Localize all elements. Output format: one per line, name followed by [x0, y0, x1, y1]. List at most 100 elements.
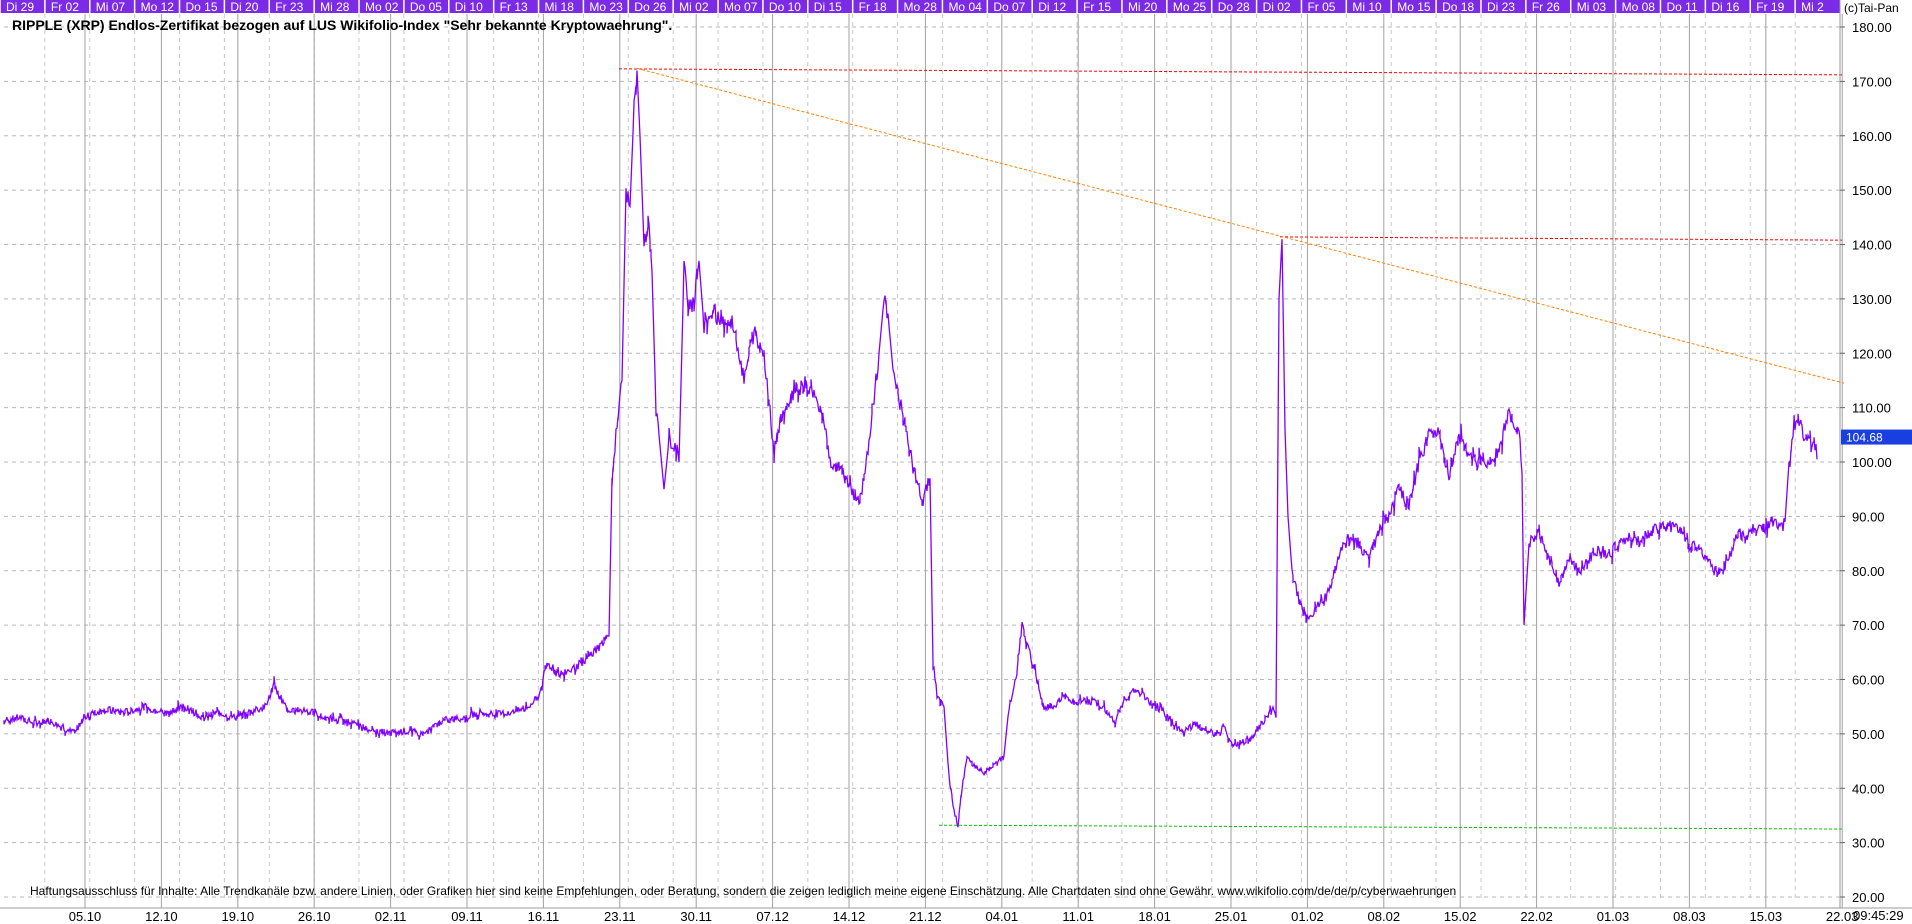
- trend-line: [636, 67, 1845, 384]
- top-day-label: Mi 28: [320, 0, 350, 14]
- top-day-label: Do 10: [769, 0, 801, 14]
- y-tick-label: 170.00: [1852, 74, 1892, 89]
- top-day-label: Do 15: [186, 0, 218, 14]
- top-day-label: Di 10: [455, 0, 483, 14]
- trend-line: [1279, 236, 1843, 241]
- y-tick-label: 110.00: [1852, 401, 1891, 416]
- top-day-label: Mi 02: [679, 0, 709, 14]
- top-day-label: Do 07: [993, 0, 1025, 14]
- x-tick-label: 02.11: [375, 909, 407, 924]
- top-day-label: Mo 12: [141, 0, 175, 14]
- plot-area: [4, 14, 1840, 902]
- top-day-label: Di 16: [1711, 0, 1739, 14]
- x-tick-label: 22.02: [1520, 909, 1553, 924]
- top-day-label: Di 02: [1263, 0, 1291, 14]
- top-day-label: Di 12: [1038, 0, 1066, 14]
- x-tick-label: 22.03: [1826, 909, 1859, 924]
- top-day-label: Di 15: [814, 0, 842, 14]
- top-day-label: Fr 19: [1756, 0, 1784, 14]
- top-day-label: Do 11: [1666, 0, 1697, 14]
- top-day-label: Do 05: [410, 0, 442, 14]
- top-day-label: Mi 03: [1577, 0, 1607, 14]
- y-tick-label: 130.00: [1852, 292, 1892, 307]
- top-day-label: Mo 28: [904, 0, 938, 14]
- last-value-label: 104.68: [1846, 431, 1883, 445]
- top-day-label: Mo 04: [948, 0, 982, 14]
- x-tick-label: 14.12: [833, 909, 866, 924]
- x-tick-label: 07.12: [756, 909, 789, 924]
- trend-line: [938, 824, 1845, 830]
- top-day-label: Mi 07: [96, 0, 126, 14]
- y-tick-label: 180.00: [1852, 20, 1892, 35]
- y-tick-label: 60.00: [1852, 673, 1885, 688]
- x-tick-label: 21.12: [909, 909, 942, 924]
- top-day-label: Fr 02: [51, 0, 79, 14]
- top-day-label: Mo 08: [1622, 0, 1656, 14]
- top-day-label: Mo 07: [724, 0, 758, 14]
- top-day-bar: [0, 0, 1840, 13]
- top-day-label: Fr 13: [500, 0, 528, 14]
- x-tick-label: 08.02: [1368, 909, 1401, 924]
- top-day-label: Fr 18: [859, 0, 887, 14]
- x-tick-label: 05.10: [69, 909, 102, 924]
- x-tick-label: 15.03: [1750, 909, 1783, 924]
- top-day-label: Do 26: [634, 0, 666, 14]
- trend-lines: [618, 67, 1845, 830]
- top-day-label: Do 18: [1442, 0, 1474, 14]
- top-day-label: Fr 15: [1083, 0, 1111, 14]
- x-axis-labels: 05.10 12.10 19.10 26.10 02.11 09.11 16.11 23.11…: [69, 909, 1859, 924]
- chart-title: RIPPLE (XRP) Endlos-Zertifikat bezogen a…: [12, 17, 672, 33]
- disclaimer: Haftungsausschluss für Inhalte: Alle Tre…: [30, 884, 1456, 898]
- top-day-label: Mi 10: [1352, 0, 1382, 14]
- top-day-label: Mi 2: [1801, 0, 1824, 14]
- x-tick-label: 16.11: [528, 909, 560, 924]
- x-tick-label: 30.11: [680, 909, 712, 924]
- y-tick-label: 100.00: [1852, 455, 1892, 470]
- y-tick-label: 160.00: [1852, 129, 1892, 144]
- top-day-label: Di 20: [230, 0, 258, 14]
- x-tick-label: 01.02: [1291, 909, 1324, 924]
- top-day-label: Di 29: [6, 0, 34, 14]
- y-tick-label: 20.00: [1852, 890, 1885, 905]
- top-day-labels: Di 29 Fr 02 Mi 07 Mo 12 Do 15 Di 20 Fr 23 Mi 28…: [0, 0, 1824, 14]
- top-day-label: Mo 15: [1397, 0, 1431, 14]
- y-tick-label: 150.00: [1852, 183, 1892, 198]
- y-tick-label: 50.00: [1852, 727, 1885, 742]
- time-label: 09:45:29: [1853, 908, 1904, 923]
- top-day-label: Do 28: [1218, 0, 1250, 14]
- x-tick-label: 08.03: [1673, 909, 1706, 924]
- top-day-label: Mo 23: [589, 0, 623, 14]
- top-day-label: Fr 05: [1307, 0, 1335, 14]
- top-day-label: Mo 02: [365, 0, 399, 14]
- top-day-label: Mi 18: [545, 0, 575, 14]
- top-day-label: Fr 26: [1532, 0, 1560, 14]
- top-day-label: Mo 25: [1173, 0, 1207, 14]
- top-day-label: Mi 20: [1128, 0, 1158, 14]
- x-tick-label: 09.11: [451, 909, 483, 924]
- y-tick-label: 90.00: [1852, 509, 1885, 524]
- x-tick-label: 15.02: [1444, 909, 1477, 924]
- y-tick-label: 80.00: [1852, 564, 1885, 579]
- y-axis-ticks: 180.00 170.00 160.00 150.00 140.00 130.00 120.…: [1840, 20, 1892, 905]
- trend-line: [618, 68, 1843, 76]
- y-tick-label: 120.00: [1852, 346, 1892, 361]
- price-line: [3, 70, 1818, 828]
- x-tick-label: 04.01: [986, 909, 1019, 924]
- y-tick-label: 140.00: [1852, 238, 1892, 253]
- x-tick-label: 01.03: [1597, 909, 1630, 924]
- grid: [4, 14, 1843, 908]
- y-tick-label: 70.00: [1852, 618, 1885, 633]
- x-tick-label: 11.01: [1062, 909, 1094, 924]
- top-day-label: Fr 23: [275, 0, 303, 14]
- x-tick-label: 23.11: [604, 909, 636, 924]
- top-day-label: Di 23: [1487, 0, 1515, 14]
- x-tick-label: 26.10: [298, 909, 331, 924]
- copyright: (c)Tai-Pan: [1844, 1, 1899, 15]
- x-tick-label: 18.01: [1138, 909, 1171, 924]
- x-tick-label: 25.01: [1215, 909, 1248, 924]
- x-tick-label: 12.10: [145, 909, 178, 924]
- y-tick-label: 30.00: [1852, 836, 1885, 851]
- y-tick-label: 40.00: [1852, 781, 1885, 796]
- last-value-box: [1841, 429, 1912, 445]
